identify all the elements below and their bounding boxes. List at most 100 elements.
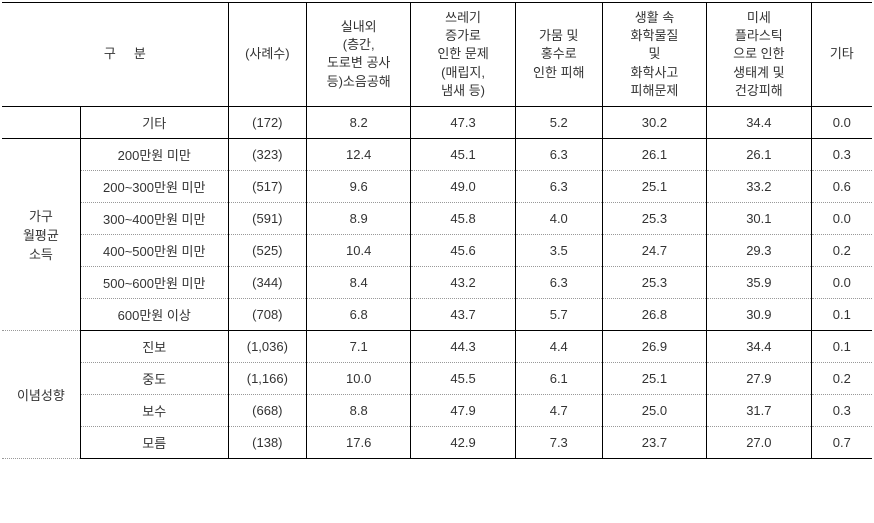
cell-cases: (525) xyxy=(228,234,306,266)
col-noise: 실내외(층간,도로변 공사등)소음공해 xyxy=(306,3,410,107)
category-label: 가구월평균소득 xyxy=(2,138,80,330)
table-body: 기타(172)8.247.35.230.234.40.0가구월평균소득200만원… xyxy=(2,106,872,458)
cell-value: 0.0 xyxy=(811,106,872,138)
col-category-bun: 분 xyxy=(134,46,146,61)
cell-value: 25.0 xyxy=(602,394,706,426)
table-row: 모름(138)17.642.97.323.727.00.7 xyxy=(2,426,872,458)
cell-value: 0.2 xyxy=(811,362,872,394)
cell-value: 27.0 xyxy=(707,426,811,458)
cell-value: 6.3 xyxy=(515,138,602,170)
cell-value: 8.9 xyxy=(306,202,410,234)
cell-value: 8.8 xyxy=(306,394,410,426)
subcategory-label: 중도 xyxy=(80,362,228,394)
cell-cases: (138) xyxy=(228,426,306,458)
subcategory-label: 200~300만원 미만 xyxy=(80,170,228,202)
data-table: 구분 (사례수) 실내외(층간,도로변 공사등)소음공해 쓰레기증가로인한 문제… xyxy=(2,2,872,459)
table-row: 중도(1,166)10.045.56.125.127.90.2 xyxy=(2,362,872,394)
cell-cases: (323) xyxy=(228,138,306,170)
cell-cases: (517) xyxy=(228,170,306,202)
cell-value: 0.2 xyxy=(811,234,872,266)
cell-value: 0.1 xyxy=(811,330,872,362)
cell-cases: (344) xyxy=(228,266,306,298)
category-label xyxy=(2,106,80,138)
cell-value: 25.1 xyxy=(602,170,706,202)
subcategory-label: 500~600만원 미만 xyxy=(80,266,228,298)
cell-value: 6.3 xyxy=(515,266,602,298)
table-row: 400~500만원 미만(525)10.445.63.524.729.30.2 xyxy=(2,234,872,266)
table-row: 이념성향진보(1,036)7.144.34.426.934.40.1 xyxy=(2,330,872,362)
cell-value: 8.2 xyxy=(306,106,410,138)
cell-value: 29.3 xyxy=(707,234,811,266)
cell-value: 24.7 xyxy=(602,234,706,266)
cell-value: 34.4 xyxy=(707,106,811,138)
cell-value: 9.6 xyxy=(306,170,410,202)
cell-value: 8.4 xyxy=(306,266,410,298)
cell-value: 0.0 xyxy=(811,202,872,234)
cell-cases: (1,166) xyxy=(228,362,306,394)
cell-value: 30.1 xyxy=(707,202,811,234)
col-category-gu: 구 xyxy=(84,46,134,61)
cell-value: 26.8 xyxy=(602,298,706,330)
cell-value: 7.1 xyxy=(306,330,410,362)
cell-cases: (668) xyxy=(228,394,306,426)
cell-value: 0.3 xyxy=(811,138,872,170)
cell-value: 23.7 xyxy=(602,426,706,458)
cell-value: 0.7 xyxy=(811,426,872,458)
cell-value: 44.3 xyxy=(411,330,515,362)
category-label: 이념성향 xyxy=(2,330,80,458)
cell-value: 45.6 xyxy=(411,234,515,266)
cell-value: 5.2 xyxy=(515,106,602,138)
cell-value: 45.8 xyxy=(411,202,515,234)
table-row: 200~300만원 미만(517)9.649.06.325.133.20.6 xyxy=(2,170,872,202)
subcategory-label: 400~500만원 미만 xyxy=(80,234,228,266)
cell-value: 5.7 xyxy=(515,298,602,330)
subcategory-label: 200만원 미만 xyxy=(80,138,228,170)
table-row: 기타(172)8.247.35.230.234.40.0 xyxy=(2,106,872,138)
cell-value: 17.6 xyxy=(306,426,410,458)
cell-value: 25.1 xyxy=(602,362,706,394)
cell-value: 47.9 xyxy=(411,394,515,426)
cell-value: 45.1 xyxy=(411,138,515,170)
cell-value: 27.9 xyxy=(707,362,811,394)
col-drought: 가뭄 및홍수로인한 피해 xyxy=(515,3,602,107)
cell-value: 26.1 xyxy=(707,138,811,170)
table-row: 가구월평균소득200만원 미만(323)12.445.16.326.126.10… xyxy=(2,138,872,170)
cell-value: 34.4 xyxy=(707,330,811,362)
subcategory-label: 기타 xyxy=(80,106,228,138)
cell-value: 42.9 xyxy=(411,426,515,458)
col-other: 기타 xyxy=(811,3,872,107)
cell-value: 30.2 xyxy=(602,106,706,138)
cell-value: 4.0 xyxy=(515,202,602,234)
table-row: 600만원 이상(708)6.843.75.726.830.90.1 xyxy=(2,298,872,330)
col-chemical: 생활 속화학물질및화학사고피해문제 xyxy=(602,3,706,107)
cell-cases: (591) xyxy=(228,202,306,234)
table-row: 300~400만원 미만(591)8.945.84.025.330.10.0 xyxy=(2,202,872,234)
table-row: 500~600만원 미만(344)8.443.26.325.335.90.0 xyxy=(2,266,872,298)
cell-value: 6.8 xyxy=(306,298,410,330)
cell-value: 35.9 xyxy=(707,266,811,298)
header-row: 구분 (사례수) 실내외(층간,도로변 공사등)소음공해 쓰레기증가로인한 문제… xyxy=(2,3,872,107)
subcategory-label: 모름 xyxy=(80,426,228,458)
cell-value: 10.0 xyxy=(306,362,410,394)
cell-value: 0.3 xyxy=(811,394,872,426)
cell-value: 12.4 xyxy=(306,138,410,170)
cell-value: 26.1 xyxy=(602,138,706,170)
cell-value: 6.3 xyxy=(515,170,602,202)
cell-value: 43.2 xyxy=(411,266,515,298)
subcategory-label: 진보 xyxy=(80,330,228,362)
cell-value: 7.3 xyxy=(515,426,602,458)
subcategory-label: 보수 xyxy=(80,394,228,426)
cell-value: 31.7 xyxy=(707,394,811,426)
cell-cases: (1,036) xyxy=(228,330,306,362)
cell-value: 49.0 xyxy=(411,170,515,202)
cell-value: 0.6 xyxy=(811,170,872,202)
cell-value: 3.5 xyxy=(515,234,602,266)
col-trash: 쓰레기증가로인한 문제(매립지,냄새 등) xyxy=(411,3,515,107)
cell-value: 0.1 xyxy=(811,298,872,330)
col-cases: (사례수) xyxy=(228,3,306,107)
col-microplastic: 미세플라스틱으로 인한생태계 및건강피해 xyxy=(707,3,811,107)
cell-value: 47.3 xyxy=(411,106,515,138)
cell-value: 43.7 xyxy=(411,298,515,330)
subcategory-label: 600만원 이상 xyxy=(80,298,228,330)
cell-value: 4.4 xyxy=(515,330,602,362)
